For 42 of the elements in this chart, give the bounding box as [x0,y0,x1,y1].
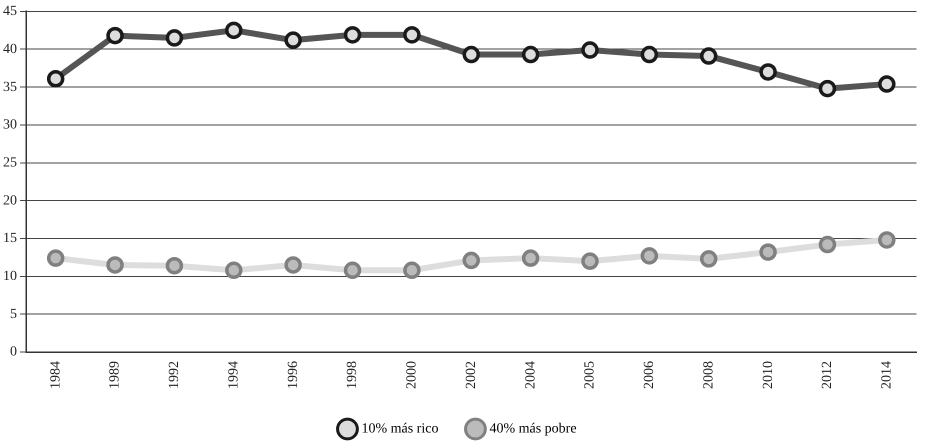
point [700,250,718,268]
x-tick-label: 2000 [404,361,420,389]
x-tick-label: 1998 [345,361,360,389]
point [759,243,777,261]
legend-label: 40% más pobre [489,422,577,437]
point [818,236,836,254]
x-tick-label: 2005 [582,361,598,389]
point [640,247,658,265]
point [344,262,362,280]
x-tick-label: 1996 [286,361,301,389]
y-tick-label: 35 [3,80,17,95]
y-tick-label: 20 [3,193,17,208]
x-tick-label: 2006 [642,361,658,389]
y-tick-label: 0 [10,344,17,360]
x-tick-label: 2010 [760,361,776,389]
point [522,249,540,267]
point [225,262,243,280]
x-tick-label: 1992 [167,361,182,389]
y-tick-label: 45 [3,4,17,20]
point [403,262,421,280]
y-tick-label: 30 [3,118,17,133]
point [106,256,124,274]
x-tick-label: 2004 [523,361,538,389]
point [166,256,184,274]
y-tick-label: 10 [3,268,17,284]
point [878,231,896,249]
x-tick-label: 2008 [701,361,716,389]
point [581,252,599,270]
y-tick-label: 5 [10,306,17,322]
point [284,256,302,274]
point [46,249,64,267]
y-tick-label: 25 [3,155,17,170]
x-tick-label: 2014 [879,361,894,389]
point [462,252,480,270]
legend-label: 10% más rico [361,422,438,437]
x-tick-label: 1984 [48,361,64,389]
x-tick-label: 1994 [226,361,242,389]
x-tick-label: 2002 [464,361,479,389]
y-tick-label: 40 [3,42,17,57]
x-tick-label: 2012 [820,361,836,389]
x-tick-label: 1989 [108,361,123,389]
y-tick-label: 15 [3,231,17,246]
